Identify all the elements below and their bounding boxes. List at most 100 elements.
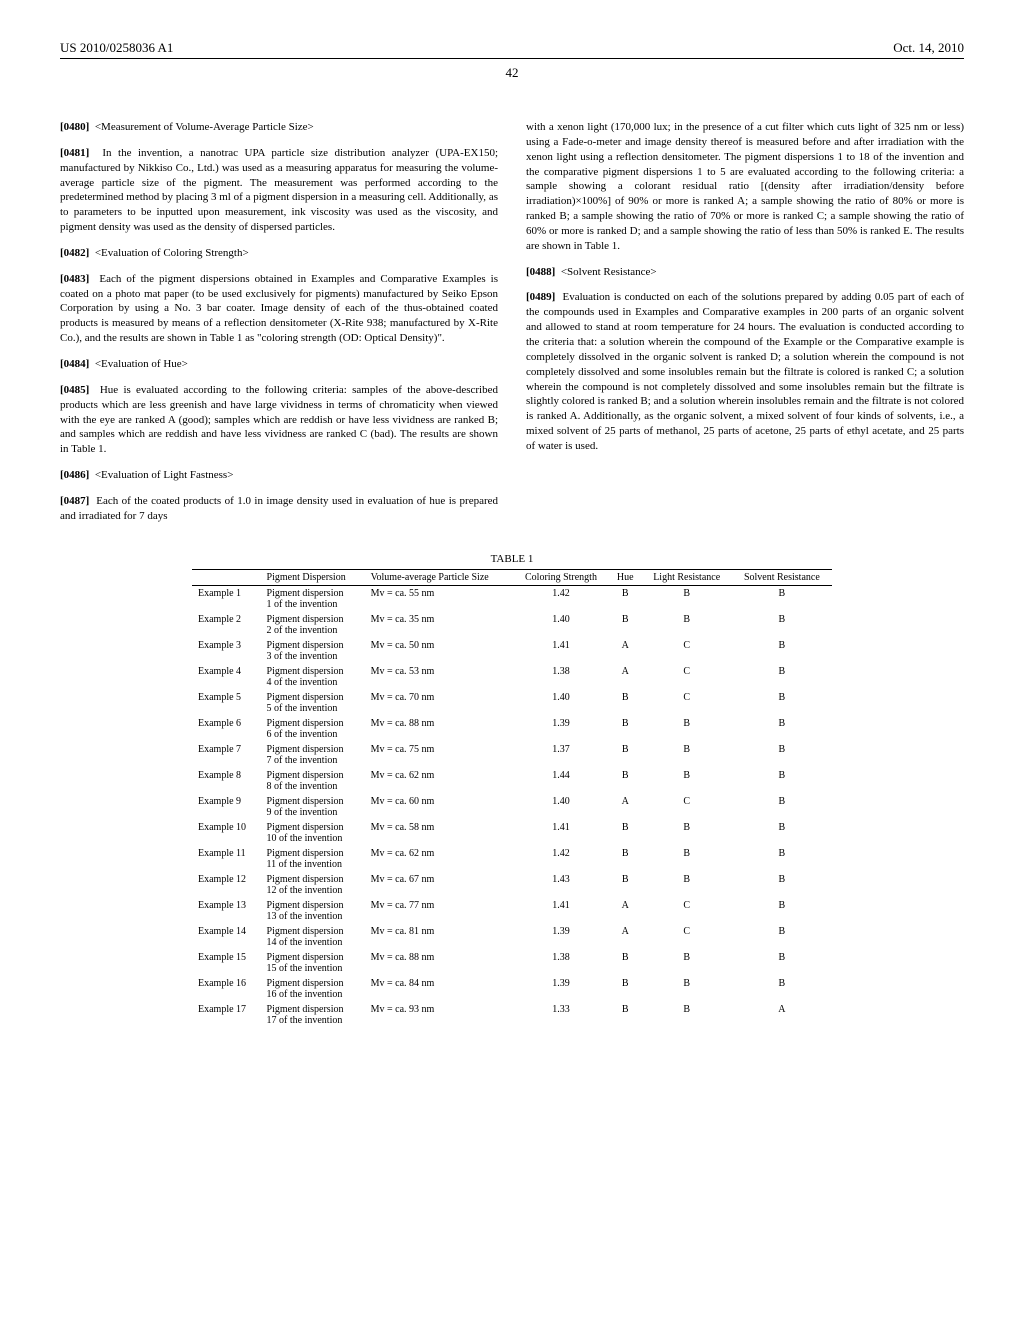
table-row: Example 17Pigment dispersion17 of the in… xyxy=(192,1002,832,1028)
para-num: [0488] xyxy=(526,266,555,278)
cell: C xyxy=(642,794,732,820)
cell-pigment: Pigment dispersion8 of the invention xyxy=(261,768,365,794)
cell: 1.41 xyxy=(513,638,609,664)
cell-example: Example 13 xyxy=(192,898,261,924)
cell: 1.40 xyxy=(513,690,609,716)
cell: 1.42 xyxy=(513,846,609,872)
cell: B xyxy=(732,976,832,1002)
para-num: [0482] xyxy=(60,247,89,259)
cell: 1.39 xyxy=(513,716,609,742)
para-0483: [0483] Each of the pigment dispersions o… xyxy=(60,272,498,346)
table-row: Example 8Pigment dispersion8 of the inve… xyxy=(192,768,832,794)
para-0484: [0484] <Evaluation of Hue> xyxy=(60,357,498,372)
cell: B xyxy=(642,976,732,1002)
cell: Mv = ca. 75 nm xyxy=(365,742,514,768)
right-column: with a xenon light (170,000 lux; in the … xyxy=(526,109,964,535)
cell: A xyxy=(609,664,642,690)
cell-pigment: Pigment dispersion7 of the invention xyxy=(261,742,365,768)
cell: B xyxy=(609,768,642,794)
col-empty xyxy=(192,569,261,585)
para-text: <Measurement of Volume-Average Particle … xyxy=(95,121,314,133)
cell-pigment: Pigment dispersion17 of the invention xyxy=(261,1002,365,1028)
cell: A xyxy=(609,794,642,820)
para-num: [0487] xyxy=(60,495,89,507)
table-row: Example 15Pigment dispersion15 of the in… xyxy=(192,950,832,976)
col-light: Light Resistance xyxy=(642,569,732,585)
cell: B xyxy=(642,716,732,742)
cell: B xyxy=(609,716,642,742)
cell: B xyxy=(732,950,832,976)
cell: 1.41 xyxy=(513,820,609,846)
cell: C xyxy=(642,664,732,690)
cell: Mv = ca. 70 nm xyxy=(365,690,514,716)
para-text: In the invention, a nanotrac UPA particl… xyxy=(60,147,498,233)
cell: Mv = ca. 62 nm xyxy=(365,768,514,794)
cell-pigment: Pigment dispersion14 of the invention xyxy=(261,924,365,950)
cell: Mv = ca. 93 nm xyxy=(365,1002,514,1028)
cell: B xyxy=(642,950,732,976)
cell-example: Example 6 xyxy=(192,716,261,742)
cell-example: Example 2 xyxy=(192,612,261,638)
cell: B xyxy=(642,872,732,898)
cell: B xyxy=(732,585,832,612)
cell: 1.39 xyxy=(513,924,609,950)
cell: B xyxy=(609,976,642,1002)
cell: B xyxy=(609,1002,642,1028)
cell-example: Example 5 xyxy=(192,690,261,716)
cell-pigment: Pigment dispersion5 of the invention xyxy=(261,690,365,716)
para-0480: [0480] <Measurement of Volume-Average Pa… xyxy=(60,120,498,135)
cell: 1.41 xyxy=(513,898,609,924)
publication-number: US 2010/0258036 A1 xyxy=(60,40,173,56)
cell: 1.39 xyxy=(513,976,609,1002)
table-row: Example 2Pigment dispersion2 of the inve… xyxy=(192,612,832,638)
cell-pigment: Pigment dispersion16 of the invention xyxy=(261,976,365,1002)
page-header: US 2010/0258036 A1 Oct. 14, 2010 xyxy=(60,40,964,59)
col-strength: Coloring Strength xyxy=(513,569,609,585)
table-row: Example 9Pigment dispersion9 of the inve… xyxy=(192,794,832,820)
table-caption: TABLE 1 xyxy=(60,553,964,565)
cell-example: Example 15 xyxy=(192,950,261,976)
cell: B xyxy=(732,768,832,794)
left-column: [0480] <Measurement of Volume-Average Pa… xyxy=(60,109,498,535)
cell: B xyxy=(732,716,832,742)
cell: 1.33 xyxy=(513,1002,609,1028)
cell: B xyxy=(732,846,832,872)
cell-example: Example 7 xyxy=(192,742,261,768)
cell: Mv = ca. 88 nm xyxy=(365,950,514,976)
cell: 1.38 xyxy=(513,950,609,976)
para-text: Each of the coated products of 1.0 in im… xyxy=(60,495,498,522)
table-1: TABLE 1 Pigment Dispersion Volume-averag… xyxy=(60,553,964,1028)
cell-example: Example 4 xyxy=(192,664,261,690)
table-row: Example 13Pigment dispersion13 of the in… xyxy=(192,898,832,924)
para-text: Hue is evaluated according to the follow… xyxy=(60,384,498,455)
page-number: 42 xyxy=(60,65,964,81)
table-row: Example 1Pigment dispersion1 of the inve… xyxy=(192,585,832,612)
cell: B xyxy=(609,820,642,846)
cell: 1.40 xyxy=(513,794,609,820)
cell: C xyxy=(642,638,732,664)
cell: B xyxy=(609,585,642,612)
cell: A xyxy=(609,898,642,924)
table-row: Example 7Pigment dispersion7 of the inve… xyxy=(192,742,832,768)
para-text: Evaluation is conducted on each of the s… xyxy=(526,291,964,451)
para-0488: [0488] <Solvent Resistance> xyxy=(526,265,964,280)
cell-pigment: Pigment dispersion3 of the invention xyxy=(261,638,365,664)
para-0485: [0485] Hue is evaluated according to the… xyxy=(60,383,498,457)
cell: Mv = ca. 35 nm xyxy=(365,612,514,638)
cell: Mv = ca. 88 nm xyxy=(365,716,514,742)
cell: Mv = ca. 58 nm xyxy=(365,820,514,846)
cell: B xyxy=(642,768,732,794)
table-row: Example 12Pigment dispersion12 of the in… xyxy=(192,872,832,898)
para-0486: [0486] <Evaluation of Light Fastness> xyxy=(60,468,498,483)
cell: B xyxy=(732,742,832,768)
para-num: [0484] xyxy=(60,358,89,370)
data-table: Pigment Dispersion Volume-average Partic… xyxy=(192,569,832,1028)
cell: B xyxy=(642,1002,732,1028)
cell: A xyxy=(732,1002,832,1028)
col-hue: Hue xyxy=(609,569,642,585)
table-row: Example 10Pigment dispersion10 of the in… xyxy=(192,820,832,846)
cell: Mv = ca. 55 nm xyxy=(365,585,514,612)
cell: B xyxy=(609,612,642,638)
para-num: [0483] xyxy=(60,273,89,285)
cell: Mv = ca. 77 nm xyxy=(365,898,514,924)
